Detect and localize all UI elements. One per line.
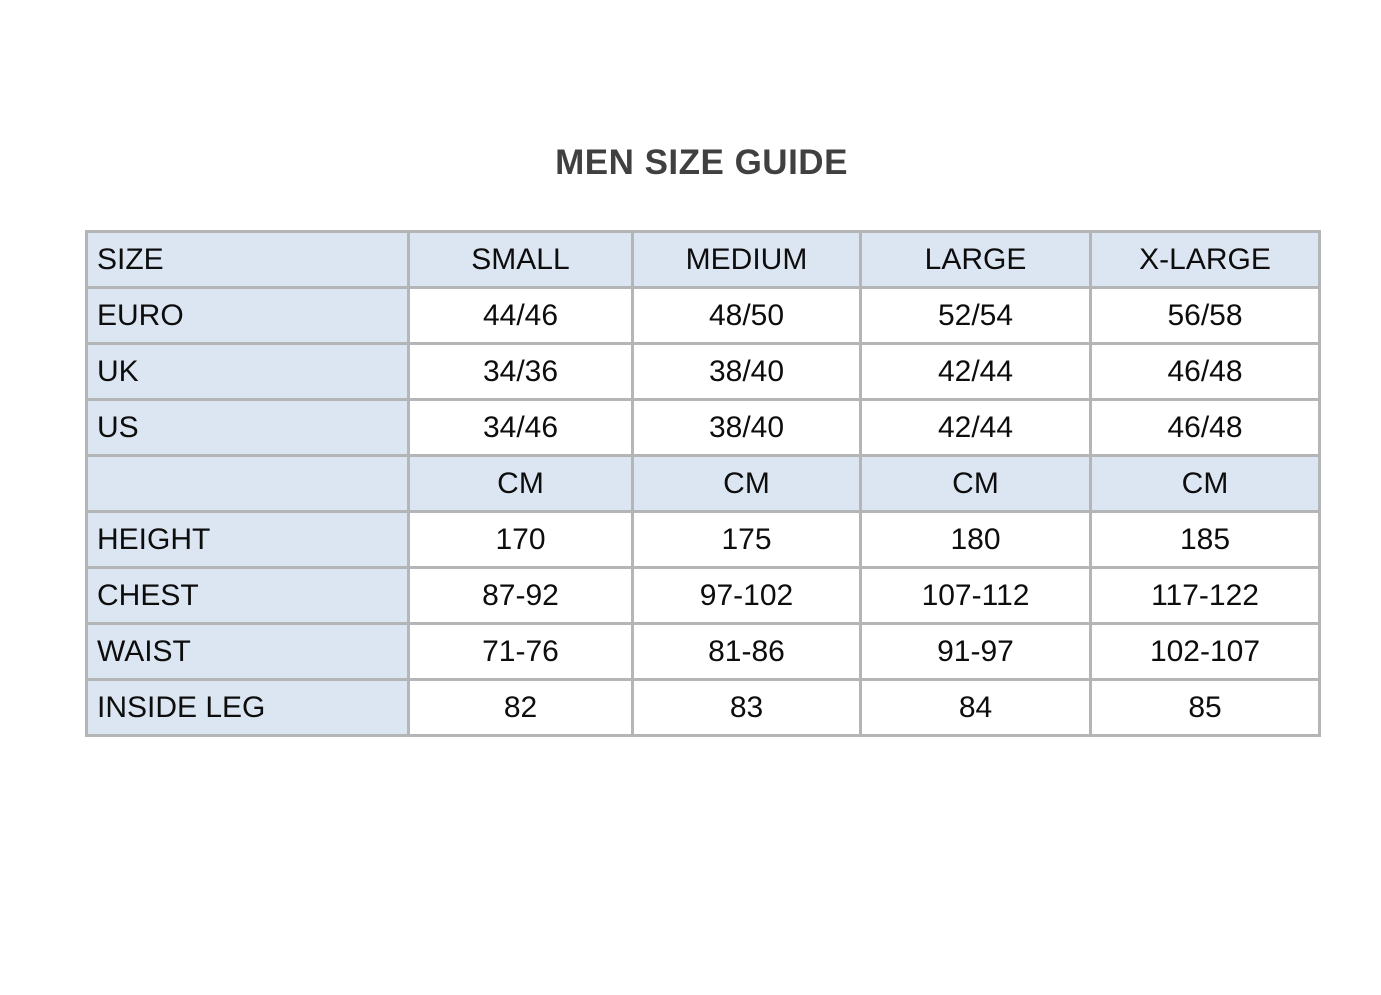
cell-inside-leg-x-large: 85 xyxy=(1089,678,1321,737)
cell-inside-leg-large: 84 xyxy=(859,678,1092,737)
cell-inside-leg-small: 82 xyxy=(407,678,634,737)
table-header-row: SIZE SMALL MEDIUM LARGE X-LARGE xyxy=(85,230,1321,289)
row-label-blank xyxy=(85,454,410,513)
cell-waist-x-large: 102-107 xyxy=(1089,622,1321,681)
header-cell-x-large: X-LARGE xyxy=(1089,230,1321,289)
cell-waist-large: 91-97 xyxy=(859,622,1092,681)
table-row-waist: WAIST 71-76 81-86 91-97 102-107 xyxy=(85,622,1321,681)
cell-waist-medium: 81-86 xyxy=(631,622,862,681)
header-cell-medium: MEDIUM xyxy=(631,230,862,289)
row-label-uk: UK xyxy=(85,342,410,401)
row-label-us: US xyxy=(85,398,410,457)
table-row-height: HEIGHT 170 175 180 185 xyxy=(85,510,1321,569)
table-row-us: US 34/46 38/40 42/44 46/48 xyxy=(85,398,1321,457)
cell-uk-medium: 38/40 xyxy=(631,342,862,401)
cell-chest-small: 87-92 xyxy=(407,566,634,625)
row-label-euro: EURO xyxy=(85,286,410,345)
row-label-height: HEIGHT xyxy=(85,510,410,569)
row-label-inside-leg: INSIDE LEG xyxy=(85,678,410,737)
cell-height-small: 170 xyxy=(407,510,634,569)
cell-euro-large: 52/54 xyxy=(859,286,1092,345)
cell-inside-leg-medium: 83 xyxy=(631,678,862,737)
header-cell-small: SMALL xyxy=(407,230,634,289)
cell-chest-medium: 97-102 xyxy=(631,566,862,625)
cell-us-x-large: 46/48 xyxy=(1089,398,1321,457)
row-label-chest: CHEST xyxy=(85,566,410,625)
content-area: MEN SIZE GUIDE SIZE SMALL MEDIUM LARGE X… xyxy=(85,0,1321,737)
cell-chest-large: 107-112 xyxy=(859,566,1092,625)
cell-us-small: 34/46 xyxy=(407,398,634,457)
cell-euro-small: 44/46 xyxy=(407,286,634,345)
cell-cm-small: CM xyxy=(407,454,634,513)
header-cell-large: LARGE xyxy=(859,230,1092,289)
table-row-euro: EURO 44/46 48/50 52/54 56/58 xyxy=(85,286,1321,345)
cell-chest-x-large: 117-122 xyxy=(1089,566,1321,625)
cell-us-medium: 38/40 xyxy=(631,398,862,457)
size-guide-table: SIZE SMALL MEDIUM LARGE X-LARGE EURO 44/… xyxy=(85,230,1321,737)
cell-height-large: 180 xyxy=(859,510,1092,569)
cell-waist-small: 71-76 xyxy=(407,622,634,681)
cell-uk-small: 34/36 xyxy=(407,342,634,401)
cell-cm-large: CM xyxy=(859,454,1092,513)
cell-height-x-large: 185 xyxy=(1089,510,1321,569)
table-row-cm-units: CM CM CM CM xyxy=(85,454,1321,513)
table-row-uk: UK 34/36 38/40 42/44 46/48 xyxy=(85,342,1321,401)
cell-euro-x-large: 56/58 xyxy=(1089,286,1321,345)
cell-cm-medium: CM xyxy=(631,454,862,513)
cell-cm-x-large: CM xyxy=(1089,454,1321,513)
table-row-inside-leg: INSIDE LEG 82 83 84 85 xyxy=(85,678,1321,737)
row-label-waist: WAIST xyxy=(85,622,410,681)
cell-uk-x-large: 46/48 xyxy=(1089,342,1321,401)
page-title: MEN SIZE GUIDE xyxy=(555,143,848,182)
header-cell-size: SIZE xyxy=(85,230,410,289)
cell-euro-medium: 48/50 xyxy=(631,286,862,345)
cell-height-medium: 175 xyxy=(631,510,862,569)
cell-us-large: 42/44 xyxy=(859,398,1092,457)
cell-uk-large: 42/44 xyxy=(859,342,1092,401)
table-row-chest: CHEST 87-92 97-102 107-112 117-122 xyxy=(85,566,1321,625)
